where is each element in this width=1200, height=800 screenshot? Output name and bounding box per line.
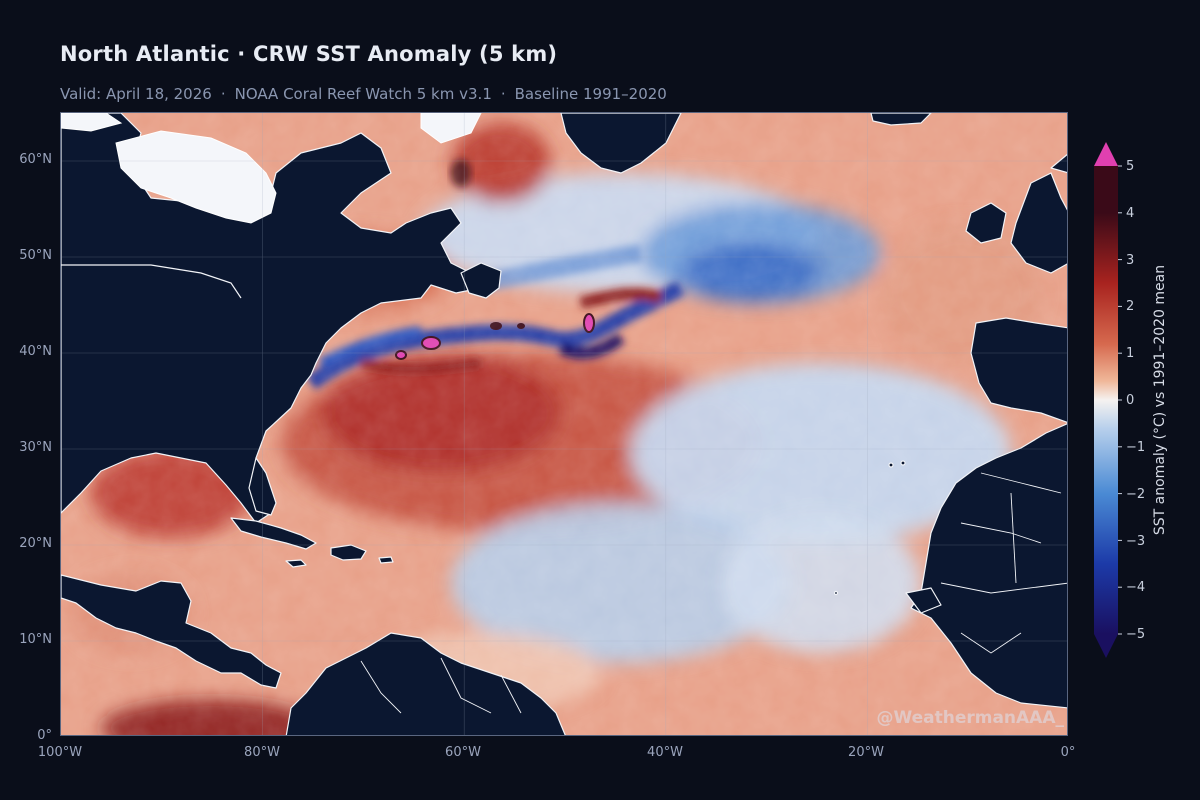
chart-subtitle: Valid: April 18, 2026 · NOAA Coral Reef Wa… — [60, 85, 667, 103]
colorbar-tick-5: 5 — [1126, 159, 1135, 174]
colorbar-ticks — [1118, 165, 1122, 635]
lat-label-10n: 10°N — [19, 632, 52, 647]
colorbar-tick-minus4: −4 — [1126, 580, 1146, 595]
lon-label-40w: 40°W — [647, 745, 683, 760]
sst-anomaly-map — [60, 112, 1068, 736]
hispaniola — [330, 544, 367, 561]
colorbar-title: SST anomaly (°C) vs 1991–2020 mean — [1152, 264, 1168, 536]
lon-label-60w: 60°W — [445, 745, 481, 760]
colorbar-tick-2: 2 — [1126, 299, 1135, 314]
chart-title: North Atlantic · CRW SST Anomaly (5 km) — [60, 42, 558, 66]
valid-date: Valid: April 18, 2026 — [60, 85, 212, 103]
iberia — [970, 317, 1067, 423]
lat-label-50n: 50°N — [19, 248, 52, 263]
colorbar-tick-0: 0 — [1126, 393, 1135, 408]
us-canada-border — [61, 264, 242, 299]
central-america — [61, 574, 282, 689]
watermark: @WeathermanAAA_ — [876, 708, 1064, 728]
florida — [248, 457, 277, 516]
cuba — [230, 517, 317, 550]
land-masses — [61, 113, 1067, 735]
europe — [1050, 153, 1067, 174]
great-britain — [1010, 172, 1067, 274]
lon-label-100w: 100°W — [37, 745, 83, 760]
lat-label-40n: 40°N — [19, 344, 52, 359]
colorbar-extend-top — [1094, 142, 1118, 166]
lon-label-20w: 20°W — [848, 745, 884, 760]
newfoundland — [460, 262, 502, 299]
greenland — [560, 113, 682, 174]
baseline-period: Baseline 1991–2020 — [514, 85, 667, 103]
colorbar — [1088, 142, 1128, 658]
africa — [910, 423, 1067, 709]
country-borders — [360, 472, 1067, 714]
colorbar-tick-minus2: −2 — [1126, 487, 1146, 502]
colorbar-gradient — [1094, 166, 1118, 634]
colorbar-tick-minus1: −1 — [1126, 440, 1146, 455]
puerto-rico — [378, 556, 394, 564]
lat-label-20n: 20°N — [19, 536, 52, 551]
jamaica — [285, 559, 307, 568]
colorbar-tick-1: 1 — [1126, 346, 1135, 361]
hudson-bay-ice — [61, 113, 482, 224]
colorbar-tick-minus5: −5 — [1126, 627, 1146, 642]
data-source: NOAA Coral Reef Watch 5 km v3.1 — [234, 85, 492, 103]
colorbar-tick-minus3: −3 — [1126, 534, 1146, 549]
graticule — [61, 113, 1067, 735]
lat-label-0: 0° — [37, 728, 52, 743]
iceland — [870, 113, 932, 126]
ireland — [965, 202, 1007, 244]
south-america — [285, 632, 566, 735]
colorbar-extend-bottom — [1094, 634, 1118, 658]
lon-label-80w: 80°W — [244, 745, 280, 760]
colorbar-tick-3: 3 — [1126, 253, 1135, 268]
colorbar-tick-4: 4 — [1126, 206, 1135, 221]
lon-label-0: 0° — [1060, 745, 1076, 760]
lat-label-30n: 30°N — [19, 440, 52, 455]
lat-label-60n: 60°N — [19, 152, 52, 167]
